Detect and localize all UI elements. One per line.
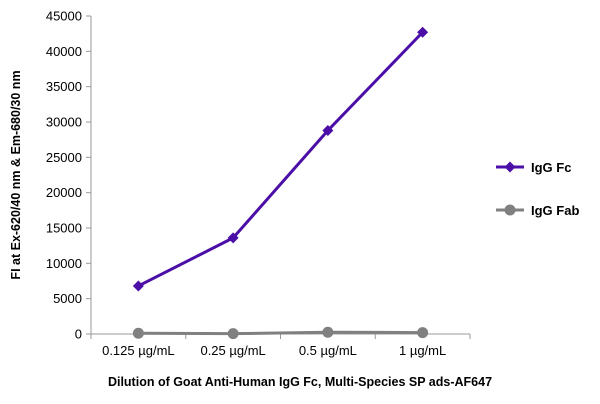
x-axis-ticks: 0.125 µg/mL 0.25 µg/mL 0.5 µg/mL 1 µg/mL [90,334,471,358]
x-tick-label: 0.5 µg/mL [299,343,357,358]
y-tick-label: 20000 [46,185,82,200]
data-point [417,327,429,339]
data-point [227,232,239,244]
x-tick-label: 1 µg/mL [399,343,446,358]
legend: IgG Fc IgG Fab [496,160,579,218]
legend-label: IgG Fc [531,160,571,175]
y-tick-label: 15000 [46,221,82,236]
data-point [322,326,334,338]
plot-area [90,16,470,335]
y-tick-label: 30000 [46,115,82,130]
y-tick-label: 35000 [46,79,82,94]
legend-marker [504,161,516,173]
y-axis-ticks: 0 5000 10000 15000 20000 25000 30000 35000 40000… [46,9,91,342]
data-point [227,328,239,340]
x-tick-label: 0.125 µg/mL [102,343,175,358]
y-tick-label: 0 [75,327,82,342]
data-point [417,26,429,38]
data-point [132,280,144,292]
y-axis-title: FI at Ex-620/40 nm & Em-680/30 nm [9,70,23,279]
legend-marker [504,204,516,216]
series-line [138,330,423,336]
series-line [137,31,424,288]
legend-label: IgG Fab [531,203,579,218]
data-point [322,124,334,136]
y-tick-label: 5000 [53,291,82,306]
y-tick-label: 40000 [46,44,82,59]
y-tick-label: 10000 [46,256,82,271]
x-axis-title: Dilution of Goat Anti-Human IgG Fc, Mult… [108,375,492,389]
series-layer [132,26,429,340]
x-tick-label: 0.25 µg/mL [200,343,265,358]
data-point [132,327,144,339]
y-tick-label: 25000 [46,150,82,165]
y-tick-label: 45000 [46,9,82,24]
